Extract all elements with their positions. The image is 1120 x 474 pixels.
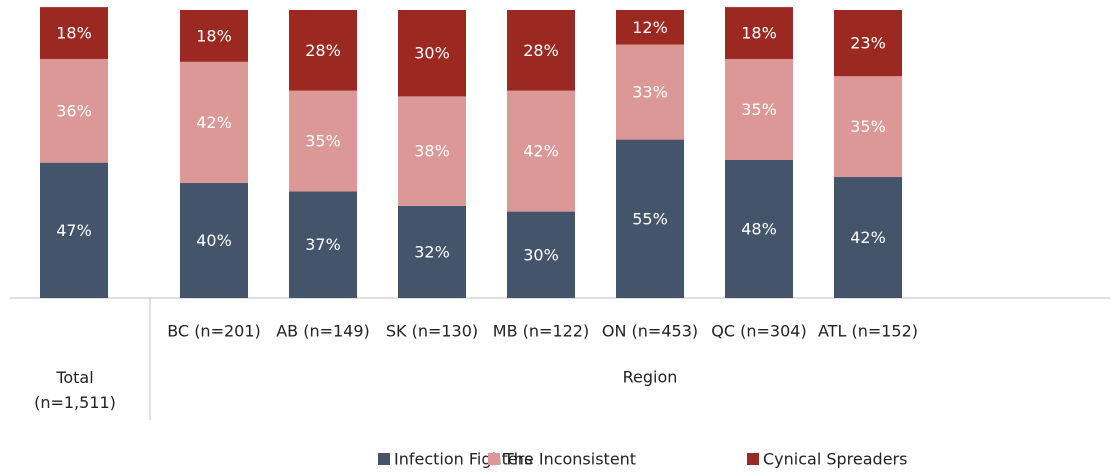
data-label: 42% <box>850 228 886 247</box>
bar-segment <box>289 90 357 192</box>
bar-segment <box>616 10 684 45</box>
bar-segment <box>834 76 902 178</box>
data-label: 47% <box>56 221 92 240</box>
x-tick-label: Total (n=1,511) <box>34 368 116 412</box>
bar-segment <box>398 205 466 298</box>
data-label: 55% <box>632 209 668 228</box>
bar-segment <box>180 10 248 62</box>
data-label: 38% <box>414 142 450 161</box>
data-label: 35% <box>850 117 886 136</box>
data-label: 18% <box>741 24 777 43</box>
data-label: 30% <box>523 245 559 264</box>
bar-segment <box>180 61 248 183</box>
legend-label: Cynical Spreaders <box>763 450 907 469</box>
bar-segment <box>180 182 248 298</box>
bar-segment <box>398 10 466 97</box>
bar-segment <box>507 211 575 298</box>
bar-segment <box>725 7 793 59</box>
data-label: 36% <box>56 101 92 120</box>
bar-segment <box>616 139 684 298</box>
bar-segment <box>289 191 357 298</box>
bar-segment <box>507 10 575 91</box>
x-tick-label: BC (n=201) <box>167 322 261 341</box>
bar-segment <box>398 96 466 206</box>
x-tick-label: QC (n=304) <box>711 322 806 341</box>
data-label: 35% <box>741 100 777 119</box>
legend-label: The Inconsistent <box>503 450 636 469</box>
legend-swatch <box>378 453 390 465</box>
bar-segment <box>289 10 357 91</box>
bar-segment <box>834 177 902 298</box>
data-label: 42% <box>523 142 559 161</box>
data-label: 23% <box>850 34 886 53</box>
data-label: 30% <box>414 44 450 63</box>
data-label: 12% <box>632 18 668 37</box>
x-tick-label: AB (n=149) <box>276 322 370 341</box>
group-label: Region <box>623 368 678 387</box>
data-label: 28% <box>305 41 341 60</box>
data-label: 40% <box>196 231 232 250</box>
x-tick-label: MB (n=122) <box>493 322 589 341</box>
x-tick-label: ATL (n=152) <box>818 322 918 341</box>
data-label: 35% <box>305 132 341 151</box>
bar-segment <box>834 10 902 77</box>
x-tick-label: ON (n=453) <box>602 322 698 341</box>
bar-segment <box>725 159 793 298</box>
legend-swatch <box>488 453 500 465</box>
bar-segment <box>40 162 108 298</box>
data-label: 33% <box>632 83 668 102</box>
data-label: 42% <box>196 113 232 132</box>
x-tick-label: SK (n=130) <box>386 322 478 341</box>
x-tick-label-box: Total (n=1,511) <box>34 368 116 412</box>
data-label: 18% <box>56 24 92 43</box>
legend-swatch <box>747 453 759 465</box>
data-label: 28% <box>523 41 559 60</box>
bar-segment <box>616 44 684 140</box>
data-label: 37% <box>305 235 341 254</box>
bar-segment <box>40 7 108 59</box>
bar-segment <box>507 90 575 212</box>
bar-segment <box>40 58 108 163</box>
data-label: 32% <box>414 242 450 261</box>
bar-segment <box>725 58 793 160</box>
data-label: 18% <box>196 26 232 45</box>
data-label: 48% <box>741 219 777 238</box>
